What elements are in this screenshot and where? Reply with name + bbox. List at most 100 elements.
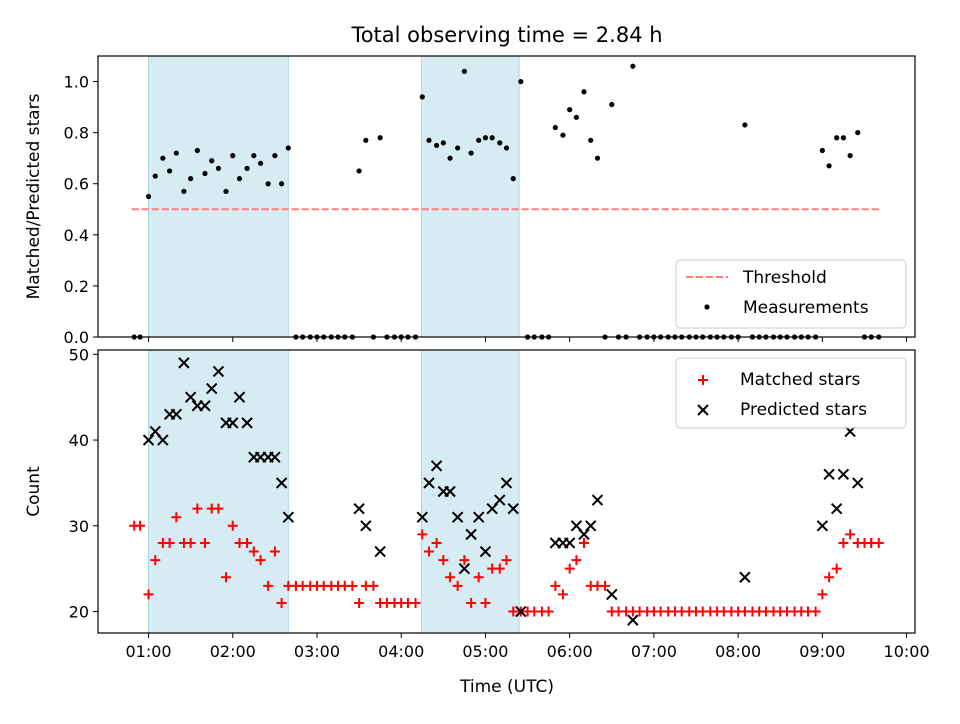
y-tick-label: 40 — [69, 431, 89, 450]
matched-point — [269, 546, 280, 557]
predicted-point — [416, 511, 428, 523]
predicted-point — [205, 382, 218, 395]
measurement-point — [855, 130, 861, 136]
matched-point — [838, 537, 849, 548]
legend: Matched stars Predicted stars — [675, 357, 907, 429]
series-matched-stars — [129, 503, 884, 617]
predicted-point — [444, 485, 456, 498]
matched-point — [150, 555, 161, 566]
matched-point — [600, 580, 611, 591]
measurement-point — [202, 170, 208, 177]
measurement-point — [468, 150, 474, 156]
matched-point — [143, 589, 154, 600]
predicted-point — [563, 537, 576, 549]
measurement-point — [552, 124, 558, 131]
matched-point — [199, 537, 210, 548]
matched-point — [571, 555, 582, 566]
legend-predicted-label: Predicted stars — [740, 400, 867, 420]
measurement-point — [518, 78, 524, 85]
measurement-point — [573, 114, 580, 120]
measurement-point — [356, 168, 362, 174]
legend-threshold-label: Threshold — [742, 268, 827, 288]
series-predicted-stars — [142, 357, 864, 626]
measurement-point — [588, 137, 594, 143]
y-tick-label: 20 — [69, 603, 89, 622]
axes-frame — [97, 349, 916, 634]
predicted-point — [374, 545, 386, 558]
matched-point — [354, 597, 365, 608]
predicted-point — [465, 528, 477, 541]
measurement-point — [461, 68, 467, 74]
measurement-point — [497, 140, 503, 146]
predicted-point — [275, 477, 288, 489]
matched-point — [452, 580, 463, 591]
x-tick-label: 07:00 — [631, 642, 677, 661]
predicted-point — [199, 400, 211, 412]
shaded-window-1 — [420, 55, 520, 338]
y-tick-label: 0.4 — [64, 226, 89, 245]
predicted-point — [178, 357, 190, 369]
matched-point — [192, 503, 203, 514]
x-tick-label: 04:00 — [378, 642, 424, 661]
predicted-point — [585, 520, 597, 532]
matched-point — [564, 563, 575, 574]
predicted-point — [515, 605, 527, 618]
legend-box — [675, 259, 907, 329]
measurement-point — [447, 155, 453, 161]
matched-point — [810, 606, 821, 617]
matched-point — [248, 546, 259, 557]
matched-point — [459, 555, 470, 566]
matched-point — [550, 580, 561, 591]
measurement-point — [251, 153, 257, 159]
predicted-point — [494, 494, 506, 506]
legend-matched-label: Matched stars — [740, 370, 860, 390]
predicted-point — [451, 511, 464, 523]
y-tick-label: 0.2 — [64, 277, 89, 296]
measurement-point — [455, 145, 461, 151]
measurement-point — [567, 107, 573, 113]
matched-point — [557, 589, 568, 600]
matched-point — [824, 572, 835, 583]
matched-point — [845, 529, 856, 540]
matched-point — [135, 520, 146, 531]
x-tick-label: 02:00 — [210, 642, 256, 661]
predicted-point — [269, 451, 281, 463]
matched-point — [480, 597, 491, 608]
legend-measurement-swatch — [704, 304, 710, 310]
predicted-point — [816, 520, 829, 532]
measurement-point — [840, 135, 847, 141]
matched-point — [242, 537, 253, 548]
measurement-point — [819, 147, 825, 154]
measurement-point — [166, 168, 173, 174]
matched-point — [431, 537, 442, 548]
measurement-point — [742, 122, 748, 128]
measurement-point — [560, 132, 566, 138]
shaded-window-0 — [148, 55, 289, 338]
measurement-point — [482, 135, 489, 141]
predicted-point — [430, 460, 443, 472]
predicted-point — [212, 365, 225, 378]
matched-point — [817, 589, 828, 600]
measurement-point — [194, 147, 200, 154]
measurement-point — [244, 165, 250, 171]
matched-point — [473, 572, 484, 583]
predicted-point — [606, 588, 618, 601]
matched-point — [466, 597, 477, 608]
legend: Threshold Measurements — [675, 259, 907, 329]
predicted-point — [479, 545, 492, 558]
predicted-point — [578, 528, 590, 541]
predicted-point — [472, 511, 485, 523]
legend-box — [675, 357, 907, 429]
measurement-point — [236, 176, 243, 182]
x-tick-label: 05:00 — [462, 642, 508, 661]
predicted-point — [837, 468, 850, 481]
matched-point — [255, 555, 266, 566]
predicted-point — [458, 562, 471, 575]
shaded-window-1 — [420, 349, 520, 634]
predicted-point — [184, 391, 197, 403]
measurement-point — [489, 135, 495, 141]
x-axis-label: Time (UTC) — [459, 677, 554, 697]
chart-title: Total observing time = 2.84 h — [350, 23, 662, 47]
matched-point — [410, 597, 421, 608]
